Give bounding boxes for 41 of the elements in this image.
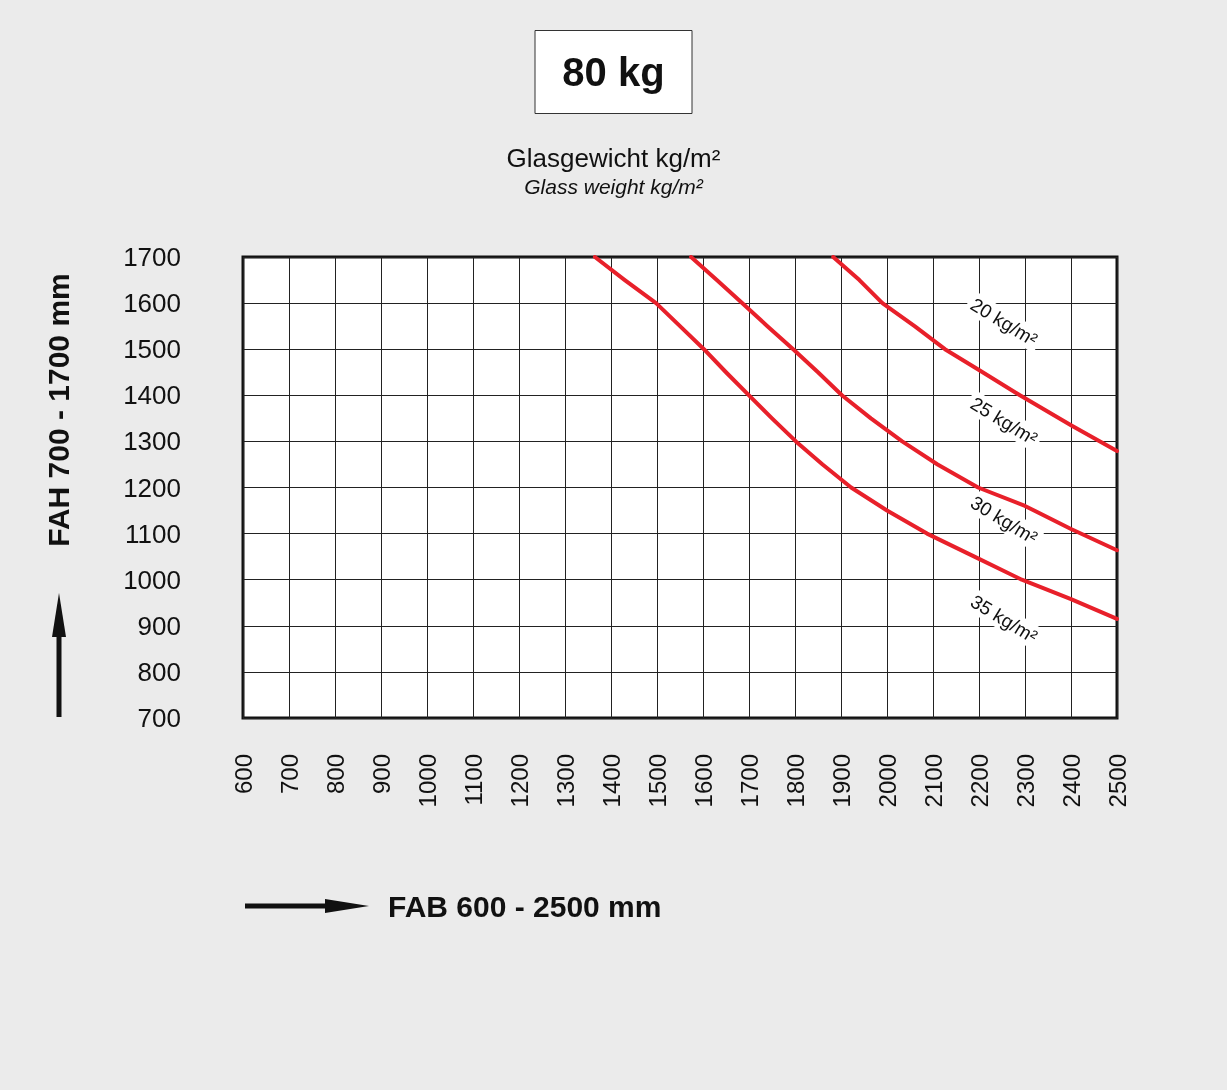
x-tick-label: 1200: [505, 754, 533, 808]
y-tick-label: 1700: [123, 242, 181, 272]
y-tick-label: 1200: [123, 472, 181, 503]
y-tick-label: 1300: [123, 426, 181, 457]
x-tick-label: 2300: [1011, 754, 1039, 808]
x-tick-label: 1000: [413, 754, 441, 808]
x-tick-label: 900: [367, 754, 395, 795]
x-tick-label: 800: [321, 754, 349, 795]
annotation: 30 kg/m²: [967, 491, 1041, 549]
x-tick-label: 700: [275, 754, 303, 795]
y-tick-label: 800: [137, 656, 181, 687]
y-tick-label: 700: [137, 703, 181, 733]
x-tick-label: 2200: [965, 754, 993, 808]
chart-subtitle: Glasgewicht kg/m² Glass weight kg/m²: [506, 143, 721, 198]
x-tick-label: 1800: [781, 754, 809, 808]
chart-title: 80 kg: [562, 50, 665, 94]
x-tick-label: 1500: [643, 754, 671, 808]
y-tick-label: 1600: [123, 288, 181, 319]
y-tick-label: 1500: [123, 334, 181, 365]
x-tick-label: 2400: [1057, 754, 1085, 808]
x-tick-label: 1700: [735, 754, 763, 808]
x-tick-label: 2500: [1103, 754, 1131, 808]
y-tick-label: 900: [137, 610, 181, 641]
x-tick-label: 1400: [597, 754, 625, 808]
y-tick-label: 1000: [123, 564, 181, 595]
y-axis-title: FAH 700 - 1700 mm: [41, 273, 75, 547]
x-tick-label: 1300: [551, 754, 579, 808]
x-axis-title: FAB 600 - 2500 mm: [388, 889, 662, 923]
x-tick-label: 2000: [873, 754, 901, 808]
annotation: 25 kg/m²: [967, 392, 1041, 450]
x-tick-label: 600: [229, 754, 257, 795]
line-series: [831, 255, 1119, 454]
annotation: 35 kg/m²: [967, 590, 1041, 648]
line-series: [689, 255, 1119, 553]
y-tick-label: 1100: [125, 518, 181, 549]
x-tick-label: 1100: [459, 754, 487, 806]
x-tick-label: 1600: [689, 754, 717, 808]
annotation: 20 kg/m²: [967, 293, 1041, 351]
x-tick-label: 2100: [919, 754, 947, 808]
y-tick-label: 1400: [123, 380, 181, 411]
x-tick-label: 1900: [827, 754, 855, 808]
